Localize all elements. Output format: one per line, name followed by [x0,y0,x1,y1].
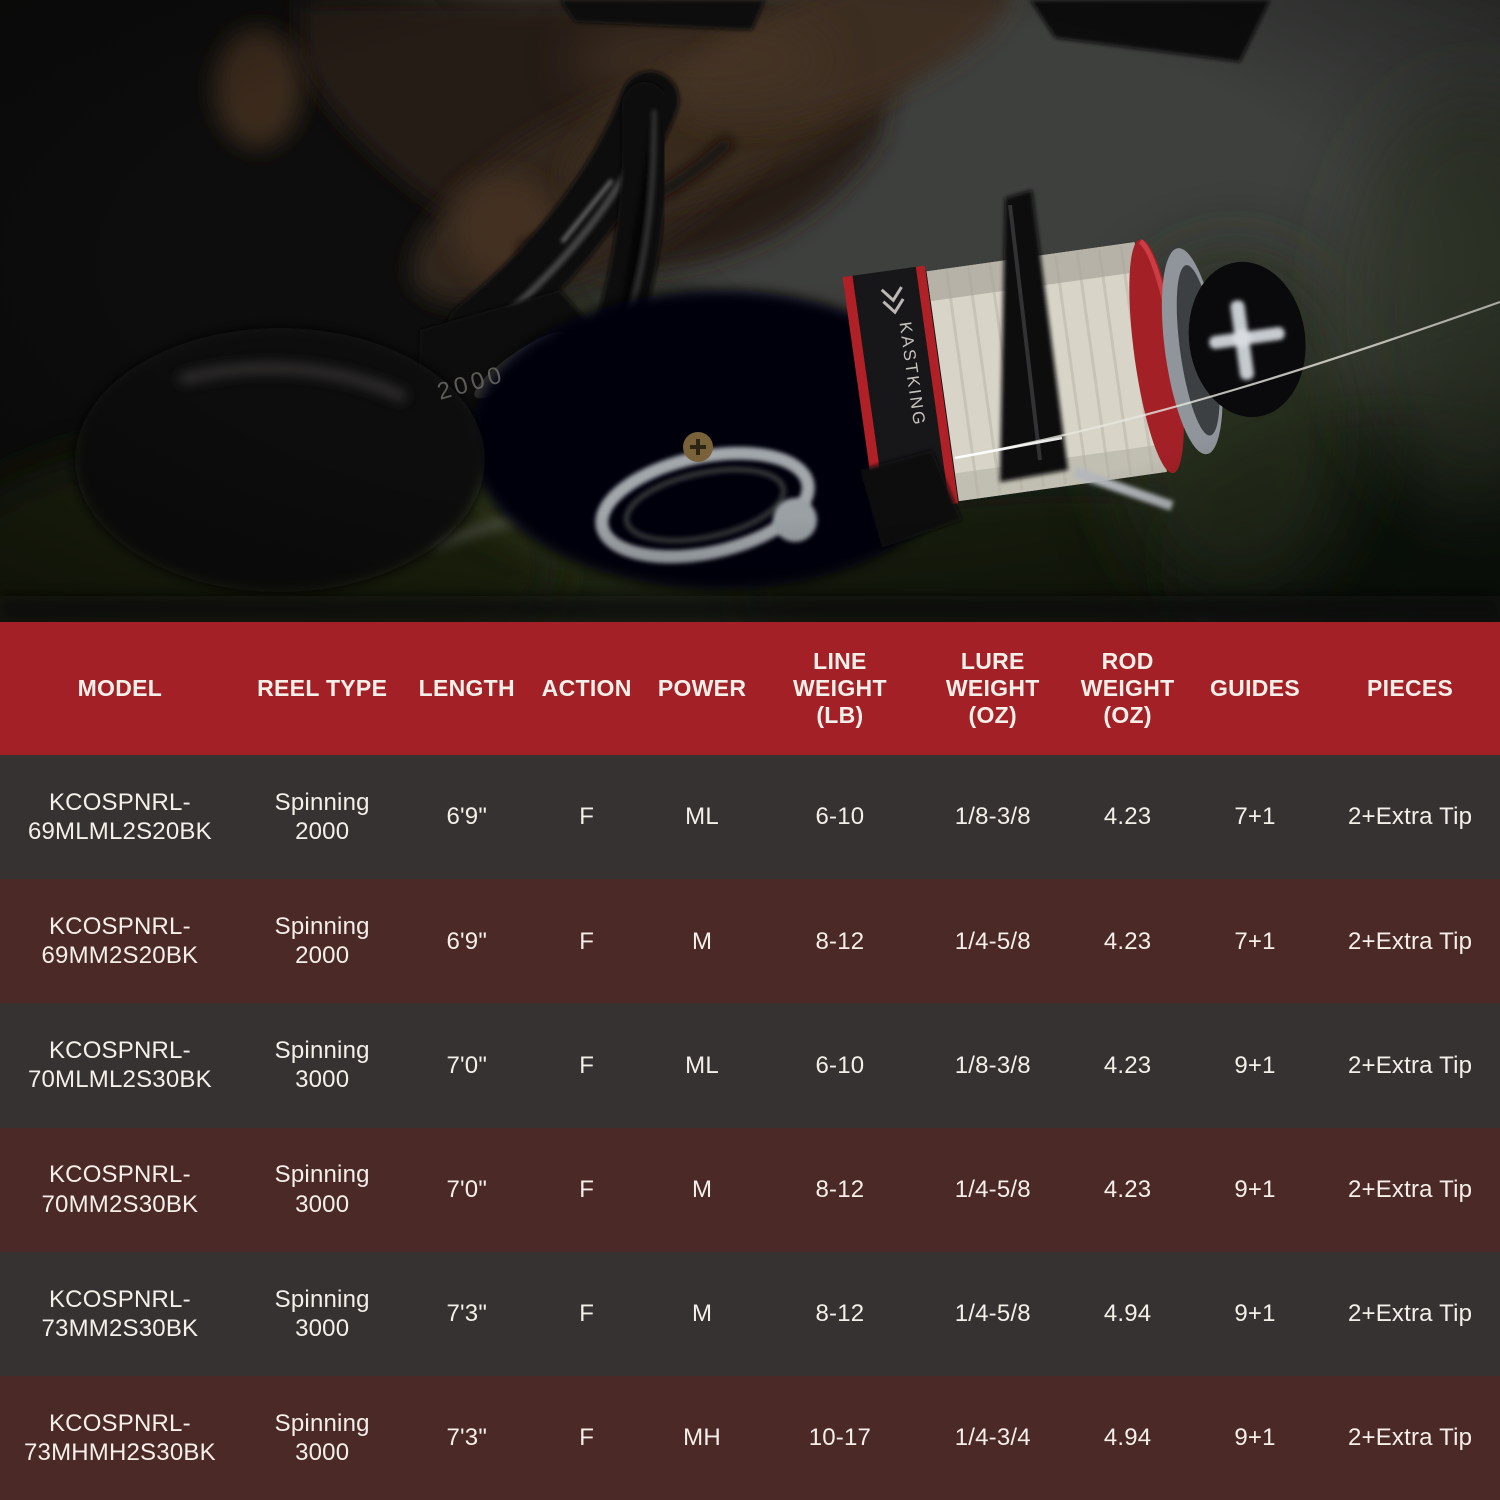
table-cell: 7+1 [1234,803,1276,831]
table-body: KCOSPNRL- 69MLML2S20BK Spinning 2000 6'9" F… [0,755,1500,1500]
table-cell: F [579,1175,595,1203]
table-cell: 2+Extra Tip [1347,1424,1473,1452]
table-cell: 4.23 [1103,803,1152,831]
column-header: PIECES [1366,674,1454,701]
table-cell: KCOSPNRL- 73MHMH2S30BK [23,1409,216,1466]
table-cell: 2+Extra Tip [1347,803,1473,831]
table-cell: KCOSPNRL- 73MM2S30BK [41,1285,199,1342]
table-cell: 10-17 [808,1424,872,1452]
column-header: LURE WEIGHT (OZ) [945,647,1040,729]
table-cell: 2+Extra Tip [1347,1300,1473,1328]
table-cell: F [579,1300,595,1328]
column-header: LENGTH [418,674,515,701]
table-cell: 1/8-3/8 [954,803,1031,831]
table-row: KCOSPNRL- 69MLML2S20BK Spinning 2000 6'9" F… [0,755,1500,880]
table-cell: 2+Extra Tip [1347,1175,1473,1203]
table-row: KCOSPNRL- 73MM2S30BK Spinning 3000 7'3" F M 8… [0,1251,1500,1376]
column-header: POWER [657,674,747,701]
table-cell: 4.23 [1103,1175,1152,1203]
spec-table: MODEL REEL TYPE LENGTH ACTION POWER LINE WEIG… [0,622,1500,1500]
table-cell: 8-12 [815,1175,865,1203]
table-cell: 9+1 [1234,1300,1276,1328]
photo-bottom-fade [0,596,1500,622]
table-cell: M [691,1175,713,1203]
table-cell: MH [683,1424,721,1452]
table-cell: ML [685,1051,719,1079]
table-cell: 6'9" [446,927,488,955]
table-cell: 1/4-5/8 [954,927,1031,955]
table-cell: 4.94 [1103,1300,1152,1328]
table-cell: KCOSPNRL- 69MLML2S20BK [27,788,212,846]
table-cell: 6'9" [446,803,488,831]
table-cell: 7'0" [446,1175,488,1203]
table-cell: 4.23 [1103,927,1152,955]
table-cell: Spinning 3000 [274,1161,370,1218]
reel-photo-illustration: 2000 KASTKING [0,0,1500,622]
table-cell: 1/4-3/4 [954,1424,1031,1452]
table-cell: 1/8-3/8 [954,1051,1031,1079]
table-cell: 8-12 [815,1300,865,1328]
table-cell: 9+1 [1234,1175,1276,1203]
table-cell: M [691,1300,713,1328]
column-header: ACTION [541,674,632,701]
table-cell: 2+Extra Tip [1347,1051,1473,1079]
vignette [0,0,1500,622]
table-cell: ML [685,803,719,831]
table-cell: Spinning 3000 [274,1409,370,1466]
table-header-row: MODEL REEL TYPE LENGTH ACTION POWER LINE WEIG… [0,622,1500,755]
table-cell: Spinning 2000 [274,788,370,846]
table-row: KCOSPNRL- 70MLML2S30BK Spinning 3000 7'0" F… [0,1003,1500,1128]
product-photo: 2000 KASTKING [0,0,1500,622]
table-cell: Spinning 3000 [274,1285,370,1342]
column-header: GUIDES [1209,674,1300,701]
table-cell: 9+1 [1234,1051,1276,1079]
table-cell: 1/4-5/8 [954,1175,1031,1203]
table-cell: 1/4-5/8 [954,1300,1031,1328]
table-cell: KCOSPNRL- 70MLML2S30BK [27,1037,212,1094]
table-cell: 9+1 [1234,1424,1276,1452]
table-cell: 2+Extra Tip [1347,927,1473,955]
table-cell: Spinning 3000 [274,1037,370,1094]
table-cell: F [579,803,595,831]
table-cell: 7'0" [446,1051,488,1079]
table-cell: 7+1 [1234,927,1276,955]
column-header: ROD WEIGHT (OZ) [1080,647,1175,729]
table-cell: 7'3" [446,1424,488,1452]
table-cell: 4.94 [1103,1424,1152,1452]
table-cell: 8-12 [815,927,865,955]
table-row: KCOSPNRL- 69MM2S20BK Spinning 2000 6'9" F M 8… [0,879,1500,1004]
table-cell: Spinning 2000 [274,912,370,970]
table-cell: 4.23 [1103,1051,1152,1079]
table-cell: F [579,1051,595,1079]
table-cell: F [579,1424,595,1452]
table-cell: 6-10 [815,803,865,831]
table-cell: KCOSPNRL- 69MM2S20BK [41,912,199,970]
table-row: KCOSPNRL- 73MHMH2S30BK Spinning 3000 7'3" F… [0,1375,1500,1500]
table-cell: M [691,927,713,955]
table-row: KCOSPNRL- 70MM2S30BK Spinning 3000 7'0" F M 8… [0,1127,1500,1252]
column-header: REEL TYPE [257,674,388,701]
table-cell: 7'3" [446,1300,488,1328]
column-header: LINE WEIGHT (LB) [793,647,887,729]
table-cell: 6-10 [815,1051,865,1079]
table-cell: KCOSPNRL- 70MM2S30BK [41,1161,199,1218]
column-header: MODEL [77,674,163,701]
table-cell: F [579,927,595,955]
